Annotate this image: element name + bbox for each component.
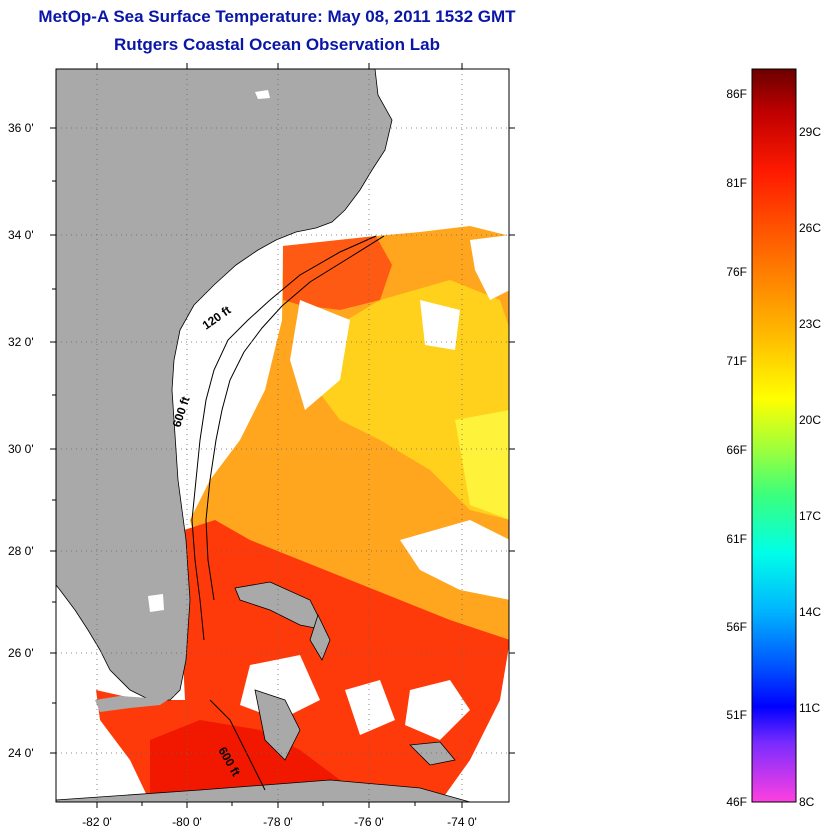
lon-label: -78 0' (263, 815, 293, 829)
bahamas-land (409, 741, 456, 766)
contour-120ft (191, 235, 377, 641)
lake (148, 594, 164, 612)
cloud-patch (470, 235, 509, 300)
colorbar-f-label: 61F (726, 532, 747, 546)
bahamas-land (234, 581, 326, 631)
colorbar-f-label: 66F (726, 443, 747, 457)
lat-label: 24 0' (8, 746, 34, 760)
lat-label: 32 0' (8, 335, 34, 349)
colorbar-c-label: 11C (799, 701, 820, 715)
colorbar-f-label: 71F (726, 354, 747, 368)
florida-keys (95, 695, 175, 712)
colorbar-fahrenheit-labels: 86F 81F 76F 71F 66F 61F 56F 51F 46F (726, 87, 747, 809)
colorbar-f-label: 81F (726, 176, 747, 190)
map-frame (55, 68, 510, 803)
graticule (56, 69, 509, 802)
colorbar-c-label: 17C (799, 509, 821, 523)
colorbar-f-label: 46F (726, 795, 747, 809)
us-mainland (56, 69, 393, 701)
colorbar-c-label: 29C (799, 125, 821, 139)
sst-swath-yellow (310, 280, 509, 520)
map-title: MetOp-A Sea Surface Temperature: May 08,… (38, 7, 516, 26)
colorbar-c-label: 14C (799, 605, 821, 619)
cloud-patch (290, 300, 350, 410)
cloud-patch (400, 520, 509, 600)
contour-600ft-south (209, 699, 266, 791)
cuba-land (56, 779, 471, 802)
map-subtitle: Rutgers Coastal Ocean Observation Lab (114, 35, 440, 54)
lon-label: -76 0' (354, 815, 384, 829)
colorbar-c-label: 26C (799, 221, 821, 235)
colorbar-f-label: 56F (726, 620, 747, 634)
sst-swath-north-red (283, 236, 392, 310)
lon-label: -80 0' (172, 815, 202, 829)
cloud-patch (420, 300, 460, 350)
lat-label: 28 0' (8, 544, 34, 558)
map-ticks (50, 63, 515, 808)
colorbar-c-label: 20C (799, 413, 821, 427)
lon-label: -74 0' (447, 815, 477, 829)
colorbar (751, 68, 797, 803)
colorbar-c-label: 23C (799, 317, 821, 331)
cloud-patch (345, 680, 395, 735)
bahamas-land (309, 613, 331, 661)
lat-label: 26 0' (8, 646, 34, 660)
sst-swath-lightyellow (455, 410, 509, 520)
contour-600ft (205, 235, 385, 601)
colorbar-c-label: 8C (799, 795, 815, 809)
colorbar-celsius-labels: 29C 26C 23C 20C 17C 14C 11C 8C (799, 125, 821, 809)
lat-label: 30 0' (8, 442, 34, 456)
lat-label: 34 0' (8, 228, 34, 242)
colorbar-f-label: 76F (726, 265, 747, 279)
bahamas-land (254, 689, 301, 761)
lake (255, 90, 270, 99)
colorbar-f-label: 86F (726, 87, 747, 101)
contour-label-120ft: 120 ft (200, 303, 234, 332)
colorbar-f-label: 51F (726, 708, 747, 722)
lat-label: 36 0' (8, 121, 34, 135)
lon-label: -82 0' (82, 815, 112, 829)
cloud-patch (405, 680, 470, 740)
